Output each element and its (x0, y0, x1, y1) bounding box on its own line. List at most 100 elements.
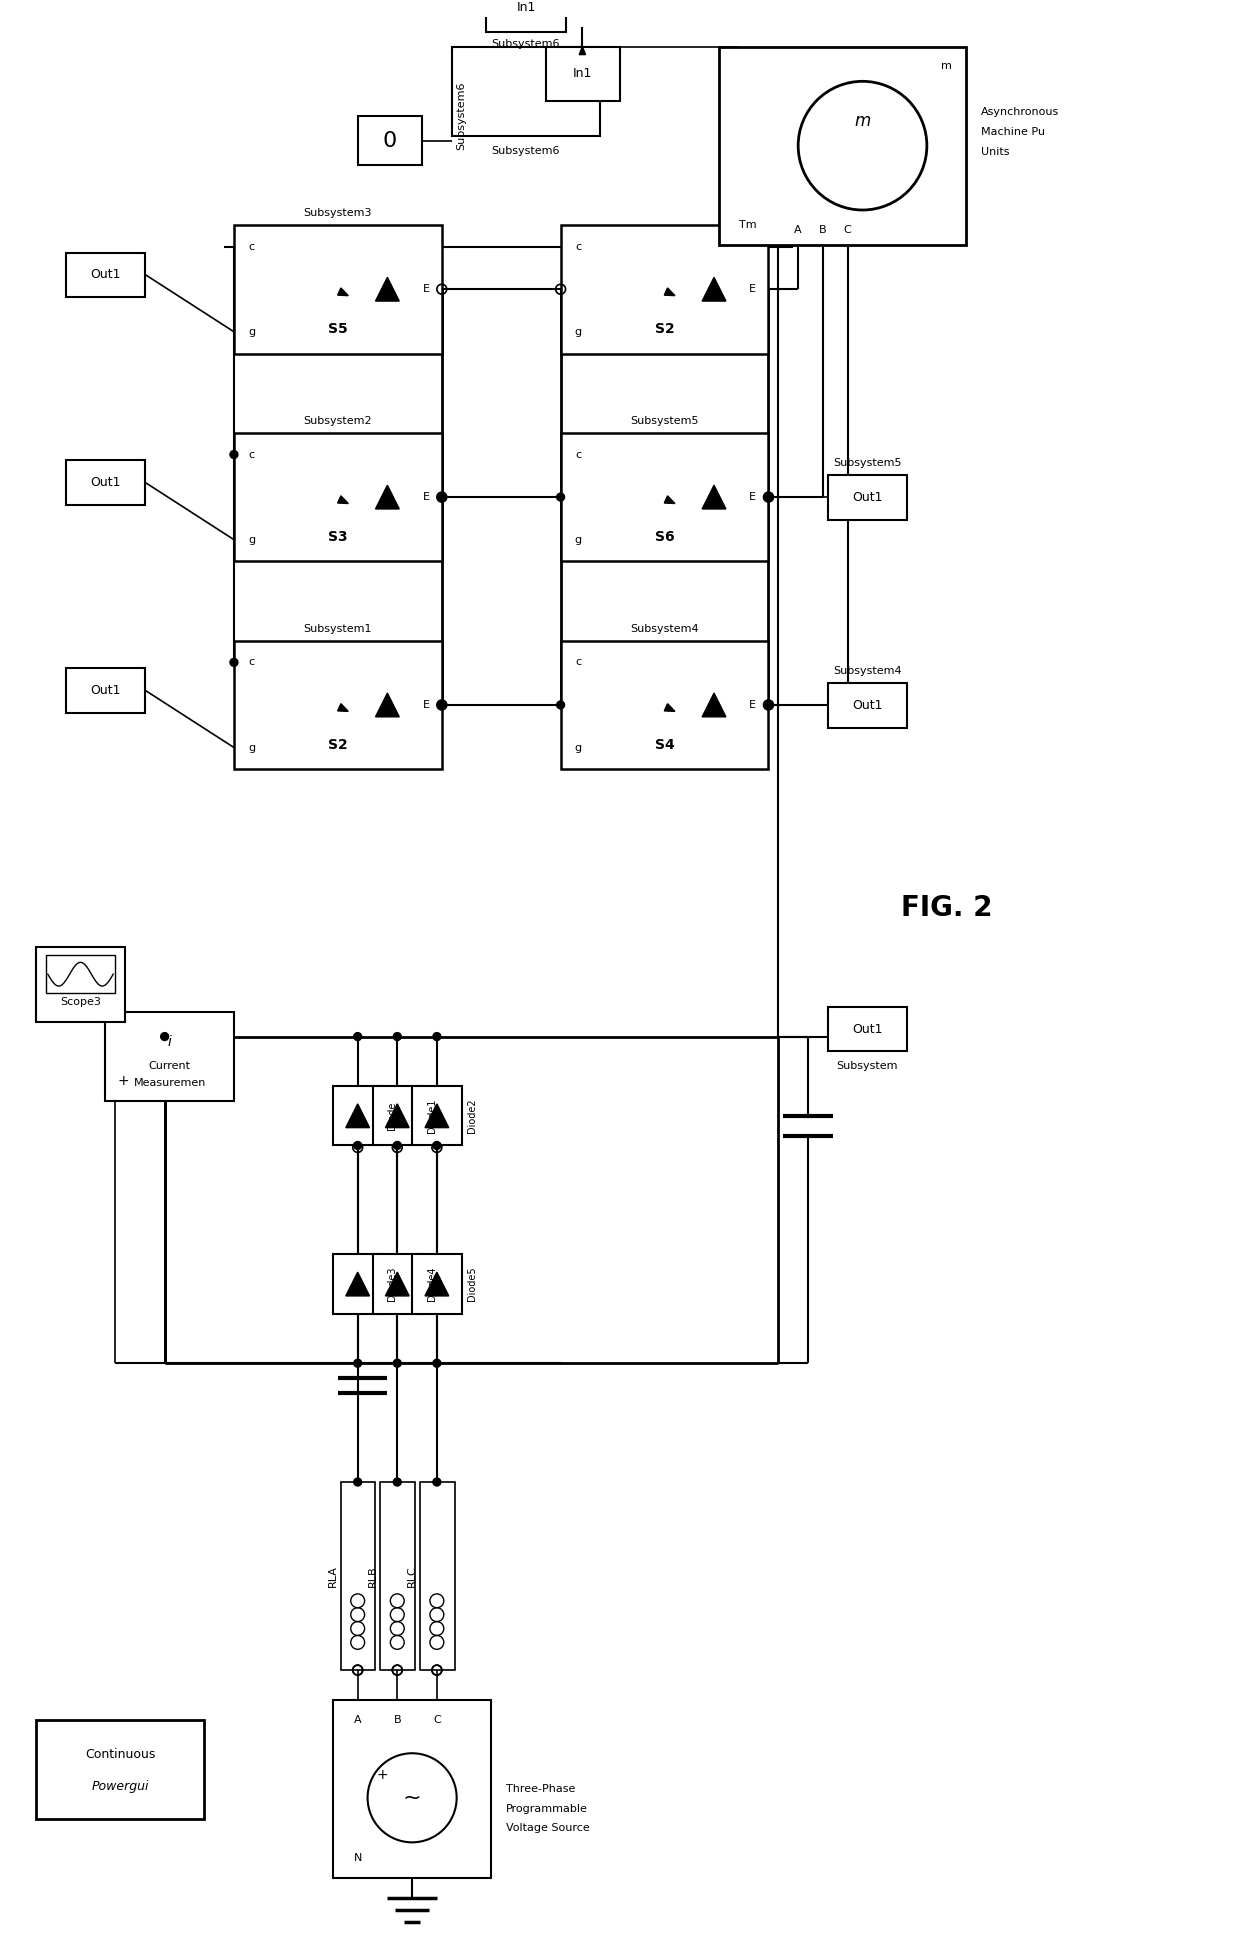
Text: g: g (248, 743, 255, 753)
Text: Subsystem4: Subsystem4 (833, 667, 901, 676)
Circle shape (393, 1032, 402, 1040)
Polygon shape (665, 704, 675, 712)
Text: Subsystem3: Subsystem3 (304, 207, 372, 217)
Text: S2: S2 (329, 737, 347, 751)
Text: Tm: Tm (739, 219, 756, 231)
Bar (66, 669, 145, 714)
Polygon shape (579, 47, 585, 55)
Polygon shape (346, 1273, 370, 1296)
Text: S5: S5 (329, 323, 347, 336)
Bar (719, 47, 966, 244)
Bar (486, 0, 565, 31)
Bar (105, 1013, 234, 1101)
Text: g: g (575, 743, 582, 753)
Text: Scope3: Scope3 (60, 997, 100, 1007)
Text: Continuous: Continuous (84, 1748, 155, 1761)
Polygon shape (346, 1105, 370, 1128)
Text: Subsystem: Subsystem (837, 1062, 898, 1071)
Circle shape (765, 702, 773, 710)
Polygon shape (376, 485, 399, 508)
Text: E: E (423, 493, 429, 502)
Text: Out1: Out1 (91, 684, 120, 698)
Bar (546, 47, 620, 102)
Bar (560, 641, 769, 770)
Text: S3: S3 (329, 530, 347, 543)
Text: Diode2: Diode2 (466, 1099, 476, 1134)
Text: Asynchronous: Asynchronous (981, 108, 1059, 117)
Bar (36, 1720, 205, 1818)
Circle shape (393, 1359, 402, 1367)
Bar (332, 1699, 491, 1879)
Text: c: c (249, 242, 255, 252)
Circle shape (393, 1142, 402, 1150)
Text: Subsystem5: Subsystem5 (833, 457, 901, 469)
Text: +: + (377, 1767, 388, 1781)
Text: Out1: Out1 (852, 1022, 883, 1036)
Polygon shape (376, 694, 399, 717)
Text: g: g (248, 534, 255, 545)
Text: B: B (820, 225, 827, 235)
Text: Subsystem1: Subsystem1 (304, 624, 372, 633)
Text: m: m (854, 111, 870, 129)
Text: c: c (575, 657, 582, 667)
Text: g: g (248, 326, 255, 336)
Text: +: + (118, 1073, 129, 1089)
Bar (234, 641, 441, 770)
Text: Out1: Out1 (91, 268, 120, 282)
Text: Out1: Out1 (852, 491, 883, 504)
Text: S2: S2 (655, 323, 675, 336)
Circle shape (229, 450, 238, 459)
Bar (372, 1255, 422, 1314)
Bar (357, 115, 422, 166)
Text: C: C (843, 225, 852, 235)
Bar (451, 47, 600, 135)
Circle shape (433, 1032, 441, 1040)
Bar (372, 1087, 422, 1146)
Text: i: i (167, 1034, 171, 1048)
Bar (66, 252, 145, 297)
Circle shape (557, 493, 564, 500)
Bar (234, 225, 441, 354)
Text: RLC: RLC (407, 1566, 417, 1587)
Bar (420, 1482, 455, 1670)
Bar (341, 1482, 376, 1670)
Polygon shape (386, 1273, 409, 1296)
Text: B: B (393, 1715, 401, 1724)
Text: Subsystem6: Subsystem6 (456, 82, 466, 151)
Polygon shape (425, 1273, 449, 1296)
Text: E: E (423, 283, 429, 293)
Text: Out1: Out1 (91, 477, 120, 489)
Bar (560, 225, 769, 354)
Bar (412, 1087, 461, 1146)
Bar (332, 1255, 382, 1314)
Circle shape (433, 1142, 441, 1150)
Text: c: c (249, 450, 255, 459)
Text: Diode4: Diode4 (427, 1267, 436, 1302)
Text: N: N (353, 1853, 362, 1863)
Polygon shape (376, 278, 399, 301)
Circle shape (353, 1359, 362, 1367)
Text: Diode1: Diode1 (427, 1099, 436, 1134)
Polygon shape (702, 278, 725, 301)
Text: c: c (249, 657, 255, 667)
Circle shape (393, 1478, 402, 1486)
Bar (560, 432, 769, 561)
Text: A: A (353, 1715, 362, 1724)
Text: E: E (749, 283, 756, 293)
Text: Subsystem2: Subsystem2 (304, 416, 372, 426)
Polygon shape (337, 287, 348, 295)
Text: Diode: Diode (387, 1101, 397, 1130)
Circle shape (438, 702, 445, 710)
Bar (828, 682, 908, 727)
Text: S4: S4 (655, 737, 675, 751)
Text: Machine Pu: Machine Pu (981, 127, 1045, 137)
Text: c: c (575, 450, 582, 459)
Circle shape (353, 1032, 362, 1040)
Circle shape (353, 1142, 362, 1150)
Text: S6: S6 (655, 530, 675, 543)
Bar (332, 1087, 382, 1146)
Text: m: m (941, 61, 952, 72)
Polygon shape (665, 497, 675, 504)
Text: Measuremen: Measuremen (134, 1077, 206, 1089)
Bar (828, 1007, 908, 1052)
